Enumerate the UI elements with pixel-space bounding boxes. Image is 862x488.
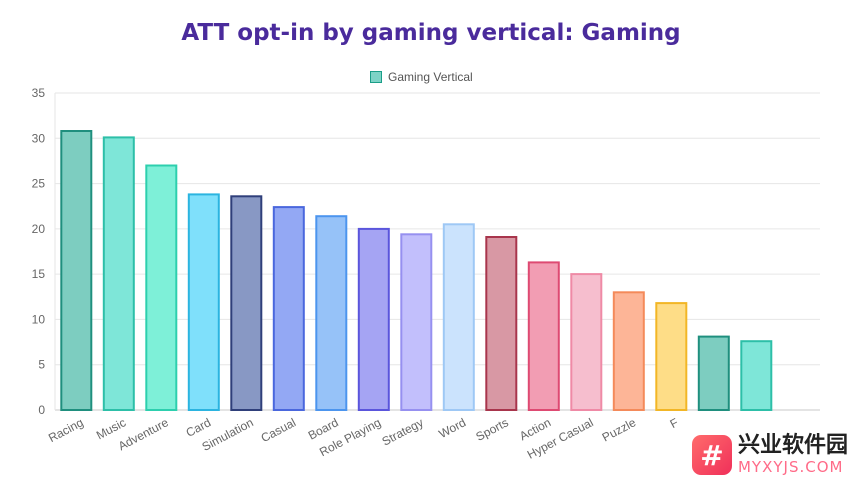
watermark-logo-icon: # (691, 435, 732, 475)
watermark-en-text: MYXYJS.COM (737, 458, 844, 476)
bar-adventure (145, 164, 178, 411)
bar-item-15 (697, 335, 730, 412)
legend-label: Gaming Vertical (388, 70, 473, 84)
bar-f (655, 302, 688, 412)
bar-sports (485, 236, 518, 411)
bar-role-playing (357, 227, 390, 411)
y-tick-label: 20 (32, 222, 46, 236)
x-tick-label: Casual (259, 415, 299, 445)
bar-card (187, 193, 220, 411)
x-tick-label: F (668, 415, 681, 431)
x-tick-label: Racing (46, 415, 86, 445)
x-tick-label: Word (436, 415, 468, 441)
bar-simulation (230, 195, 263, 411)
y-tick-label: 0 (38, 403, 45, 417)
x-tick-label: Sports (473, 415, 510, 444)
bar-item-16 (740, 340, 773, 412)
legend[interactable]: Gaming Vertical (370, 70, 473, 84)
bar-strategy (400, 233, 433, 411)
x-tick-label: Puzzle (600, 415, 639, 444)
grid-lines (54, 92, 820, 411)
bar-racing (60, 130, 93, 411)
y-tick-label: 10 (32, 312, 46, 326)
y-tick-label: 5 (38, 358, 45, 372)
watermark-cn-text: 兴业软件园 (737, 433, 848, 458)
bar-action (527, 261, 560, 411)
chart-title: ATT opt-in by gaming vertical: Gaming (181, 20, 681, 46)
bars (60, 130, 773, 412)
y-tick-label: 15 (32, 267, 46, 281)
y-tick-label: 35 (32, 86, 46, 100)
legend-swatch (370, 71, 382, 83)
bar-word (442, 223, 475, 411)
watermark: # 兴业软件园 MYXYJS.COM (691, 433, 848, 476)
y-axis-ticks: 0 5 10 15 20 25 30 35 (32, 86, 46, 417)
bar-board (315, 215, 348, 411)
bar-hyper-casual (570, 273, 603, 411)
x-tick-label: Strategy (380, 415, 426, 448)
bar-casual (272, 206, 305, 411)
bar-puzzle (612, 291, 645, 411)
y-tick-label: 30 (32, 131, 46, 145)
y-tick-label: 25 (32, 177, 46, 191)
bar-music (102, 136, 135, 411)
